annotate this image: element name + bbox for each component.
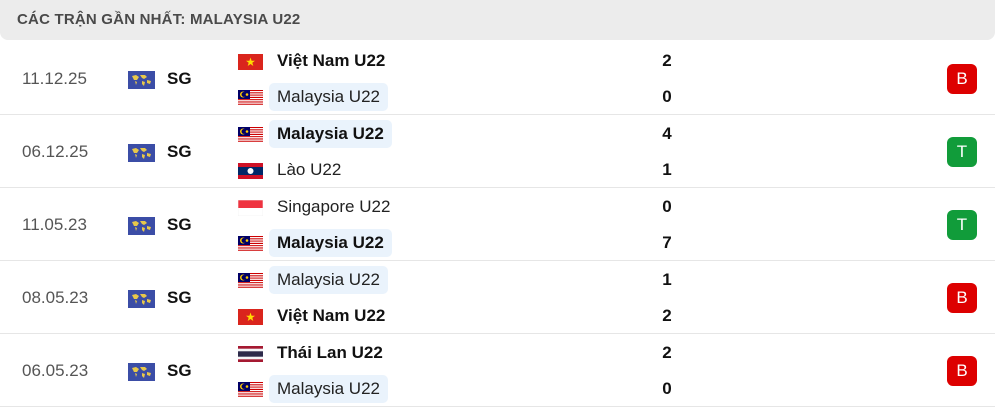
team-score: 1 (662, 160, 672, 179)
competition-label[interactable]: SG (167, 361, 192, 380)
team-name[interactable]: Việt Nam U22 (277, 51, 386, 70)
team-home: Malaysia U22 1 (238, 265, 738, 295)
team-home: Thái Lan U22 2 (238, 338, 738, 368)
world-map-icon (128, 290, 155, 308)
match-row[interactable]: 06.05.23 SG Thái Lan U22 2 Malaysia U22 … (0, 334, 995, 407)
world-map-icon (128, 144, 155, 162)
match-row[interactable]: 11.12.25 SG Việt Nam U22 2 Malaysia U22 … (0, 42, 995, 115)
team-name[interactable]: Thái Lan U22 (277, 343, 383, 362)
flag-la-icon (238, 163, 263, 179)
competition-label[interactable]: SG (167, 288, 192, 307)
team-home: Việt Nam U22 2 (238, 46, 738, 76)
flag-my-icon (238, 90, 263, 106)
result-badge: T (947, 210, 977, 240)
team-away: Malaysia U22 0 (238, 82, 738, 112)
team-score: 0 (662, 197, 672, 216)
team-score: 2 (662, 343, 672, 362)
match-date: 11.12.25 (22, 69, 87, 88)
flag-vn-icon (238, 54, 263, 70)
team-score: 1 (662, 270, 672, 289)
result-badge: T (947, 137, 977, 167)
competition-label[interactable]: SG (167, 142, 192, 161)
flag-my-icon (238, 382, 263, 398)
team-name[interactable]: Lào U22 (277, 160, 342, 179)
result-badge: B (947, 64, 977, 94)
team-score: 7 (662, 233, 672, 252)
team-score: 0 (662, 87, 672, 106)
team-score: 2 (662, 51, 672, 70)
result-badge: B (947, 356, 977, 386)
team-home: Malaysia U22 4 (238, 119, 738, 149)
section-title: CÁC TRẬN GẦN NHẤT: MALAYSIA U22 (17, 11, 301, 28)
flag-vn-icon (238, 309, 263, 325)
team-score: 2 (662, 306, 672, 325)
team-away: Việt Nam U22 2 (238, 301, 738, 331)
team-score: 0 (662, 379, 672, 398)
team-name[interactable]: Malaysia U22 (269, 229, 392, 257)
match-row[interactable]: 08.05.23 SG Malaysia U22 1 Việt Nam U22 … (0, 261, 995, 334)
section-header: CÁC TRẬN GẦN NHẤT: MALAYSIA U22 (0, 0, 995, 40)
match-row[interactable]: 06.12.25 SG Malaysia U22 4 Lào U22 1 T (0, 115, 995, 188)
team-name[interactable]: Malaysia U22 (269, 375, 388, 403)
competition-label[interactable]: SG (167, 69, 192, 88)
flag-my-icon (238, 127, 263, 143)
team-away: Lào U22 1 (238, 155, 738, 185)
team-name[interactable]: Malaysia U22 (269, 266, 388, 294)
result-badge: B (947, 283, 977, 313)
flag-th-icon (238, 346, 263, 362)
match-row[interactable]: 11.05.23 SG Singapore U22 0 Malaysia U22… (0, 188, 995, 261)
team-name[interactable]: Singapore U22 (277, 197, 391, 216)
match-date: 06.12.25 (22, 142, 89, 161)
match-date: 06.05.23 (22, 361, 89, 380)
team-away: Malaysia U22 0 (238, 374, 738, 404)
competition-label[interactable]: SG (167, 215, 192, 234)
team-score: 4 (662, 124, 672, 143)
team-away: Malaysia U22 7 (238, 228, 738, 258)
flag-my-icon (238, 273, 263, 289)
team-home: Singapore U22 0 (238, 192, 738, 222)
team-name[interactable]: Việt Nam U22 (277, 306, 386, 325)
flag-my-icon (238, 236, 263, 252)
world-map-icon (128, 363, 155, 381)
team-name[interactable]: Malaysia U22 (269, 83, 388, 111)
world-map-icon (128, 71, 155, 89)
flag-sg-icon (238, 200, 263, 216)
world-map-icon (128, 217, 155, 235)
match-date: 08.05.23 (22, 288, 89, 307)
team-name[interactable]: Malaysia U22 (269, 120, 392, 148)
match-date: 11.05.23 (22, 215, 87, 234)
